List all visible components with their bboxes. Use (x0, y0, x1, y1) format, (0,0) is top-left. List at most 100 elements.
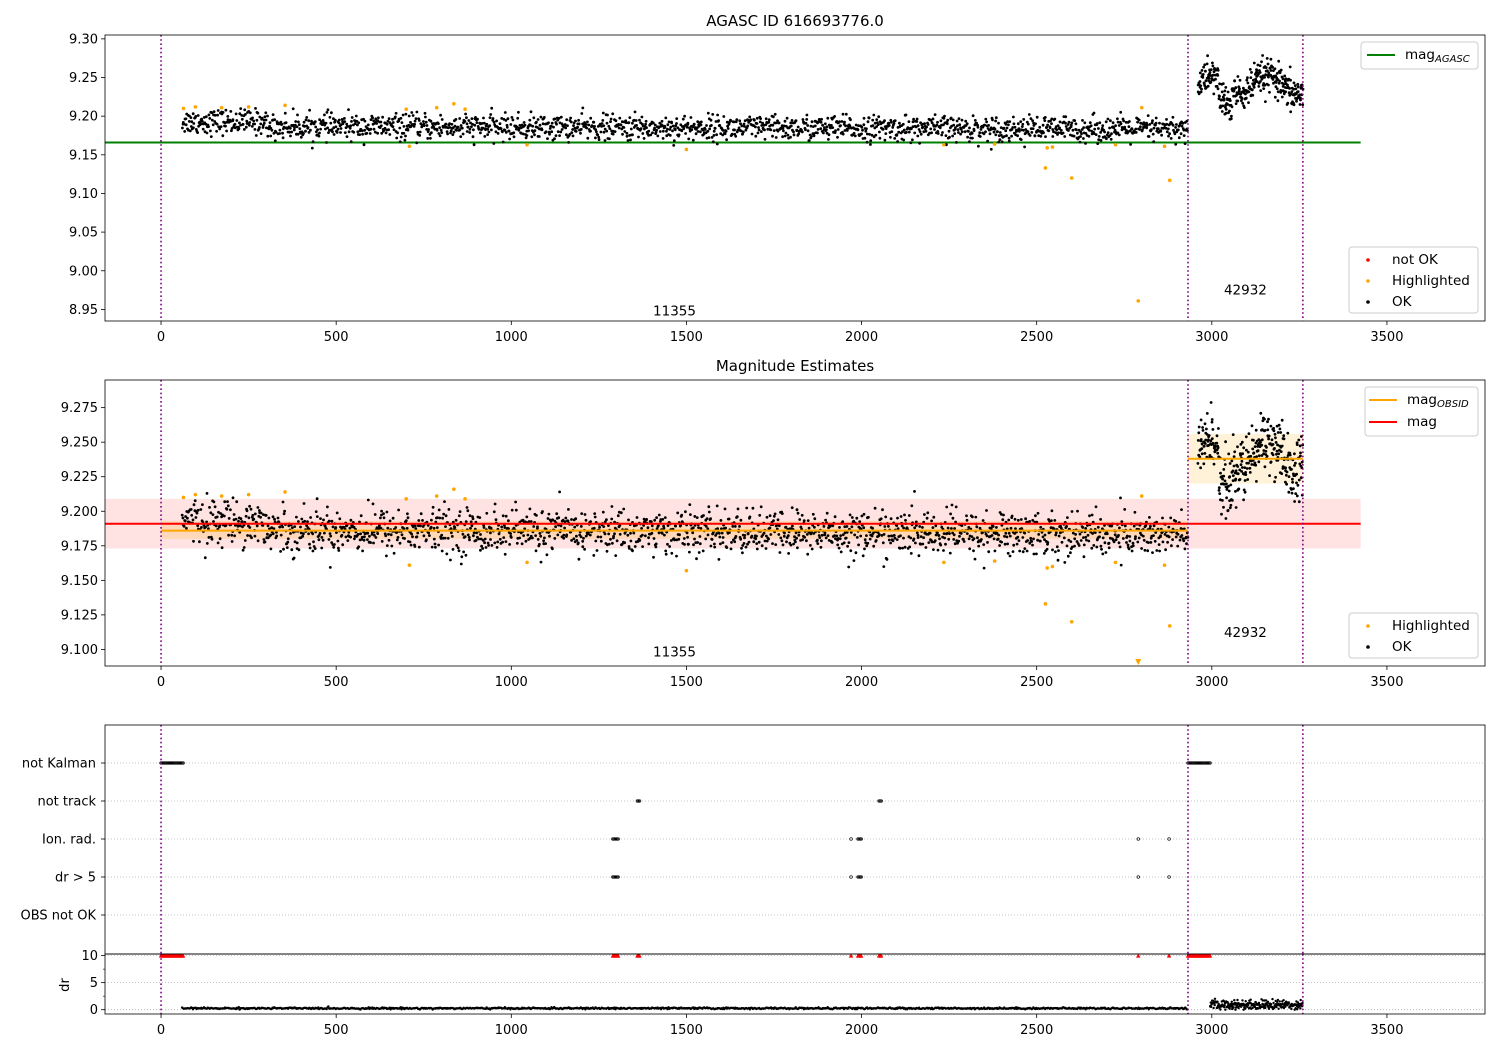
data-point (741, 544, 745, 547)
data-point (598, 525, 601, 529)
data-point (408, 540, 412, 544)
data-point (208, 117, 212, 120)
data-point (1043, 119, 1047, 122)
data-point (917, 128, 921, 131)
y-tick-label: 9.25 (69, 71, 98, 86)
series-OK-1 (1196, 401, 1305, 520)
data-point (800, 513, 804, 517)
data-point (710, 124, 713, 127)
data-point (475, 121, 479, 124)
data-point (1106, 131, 1110, 135)
data-point (927, 541, 931, 544)
data-point (417, 519, 421, 522)
data-point (211, 123, 215, 127)
data-point (953, 132, 957, 136)
data-point (1242, 488, 1246, 492)
data-point (1105, 532, 1109, 536)
data-point (309, 516, 312, 519)
data-point (699, 527, 703, 530)
data-point (470, 125, 473, 129)
data-point (735, 515, 739, 519)
data-point (1202, 462, 1206, 466)
data-point (242, 127, 246, 131)
flag-marker (168, 761, 173, 765)
data-point (1074, 122, 1078, 126)
data-point (807, 139, 811, 143)
data-point (563, 123, 567, 126)
data-point (440, 549, 444, 553)
data-point (210, 537, 214, 541)
data-point (805, 113, 809, 117)
data-point (698, 535, 702, 538)
data-point (1201, 73, 1205, 76)
data-point (1276, 431, 1280, 434)
data-point (1120, 520, 1124, 523)
data-point (1282, 92, 1286, 96)
data-point (1126, 543, 1130, 547)
data-point (1247, 432, 1251, 435)
data-point (1244, 473, 1248, 476)
data-point (1021, 536, 1025, 539)
data-point (1200, 69, 1204, 72)
data-point (1133, 537, 1137, 541)
data-point (806, 124, 810, 127)
data-point (1175, 123, 1178, 126)
data-point (923, 122, 926, 125)
data-point (1252, 85, 1256, 89)
data-point (297, 123, 301, 126)
data-point (1222, 468, 1226, 471)
data-point (849, 531, 853, 534)
data-point (1036, 538, 1039, 542)
data-point (520, 542, 524, 546)
data-point (627, 518, 630, 522)
flag-marker (1167, 875, 1171, 879)
data-point (856, 128, 860, 132)
data-point (878, 130, 881, 134)
data-point (573, 525, 577, 529)
data-point (186, 516, 189, 520)
data-point (1285, 482, 1288, 486)
data-point (368, 534, 371, 538)
data-point (249, 507, 253, 511)
data-point (985, 534, 989, 538)
flag-marker (173, 761, 177, 765)
data-point (1296, 483, 1300, 487)
data-point (558, 490, 561, 494)
data-point (481, 126, 485, 130)
data-point (631, 121, 634, 125)
dr-point (399, 1006, 402, 1009)
data-point (380, 513, 383, 517)
data-point (504, 514, 508, 518)
data-point (337, 121, 341, 125)
data-point (388, 133, 392, 136)
data-point (618, 524, 622, 527)
data-point (590, 124, 594, 128)
data-point (1124, 120, 1128, 124)
flag-marker (169, 761, 174, 765)
data-point (448, 122, 451, 125)
data-point (255, 118, 259, 122)
data-point (739, 518, 743, 522)
data-point (1117, 541, 1121, 545)
data-point (1117, 133, 1121, 137)
data-point (913, 526, 917, 530)
data-point (1295, 472, 1298, 476)
data-point (1053, 117, 1057, 121)
data-point (1224, 440, 1227, 444)
data-point (1033, 134, 1037, 138)
data-point (1218, 94, 1221, 98)
flag-marker (1195, 761, 1200, 765)
data-point (707, 510, 711, 514)
data-point (1078, 140, 1082, 144)
data-point (772, 115, 775, 119)
data-point (1145, 123, 1149, 127)
data-point (759, 505, 763, 509)
data-point (482, 121, 486, 125)
data-point (295, 125, 299, 129)
data-point (991, 118, 994, 122)
data-point (855, 516, 859, 520)
data-point (1016, 122, 1020, 126)
data-point (967, 526, 971, 529)
data-point (508, 543, 511, 546)
data-point (754, 134, 758, 138)
